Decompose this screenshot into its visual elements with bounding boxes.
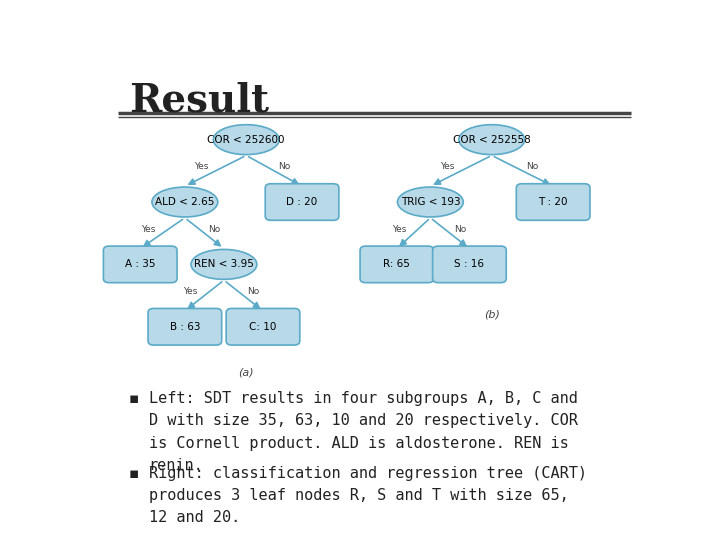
FancyBboxPatch shape (148, 308, 222, 345)
Text: ▪: ▪ (129, 466, 140, 481)
Text: TRIG < 193: TRIG < 193 (400, 197, 460, 207)
Ellipse shape (397, 187, 463, 217)
Text: No: No (248, 287, 260, 296)
FancyBboxPatch shape (226, 308, 300, 345)
Text: Result: Result (129, 82, 269, 119)
Text: No: No (278, 162, 290, 171)
Text: (b): (b) (484, 309, 500, 319)
Text: No: No (454, 225, 466, 233)
Text: A : 35: A : 35 (125, 259, 156, 269)
FancyBboxPatch shape (433, 246, 506, 282)
FancyBboxPatch shape (516, 184, 590, 220)
Ellipse shape (213, 125, 279, 154)
Text: No: No (526, 162, 539, 171)
FancyBboxPatch shape (360, 246, 433, 282)
Text: Right: classification and regression tree (CART)
produces 3 leaf nodes R, S and : Right: classification and regression tre… (148, 466, 587, 525)
Text: COR < 252600: COR < 252600 (207, 134, 285, 145)
Text: S : 16: S : 16 (454, 259, 485, 269)
FancyBboxPatch shape (265, 184, 339, 220)
FancyBboxPatch shape (104, 246, 177, 282)
Text: C: 10: C: 10 (249, 322, 276, 332)
Text: Left: SDT results in four subgroups A, B, C and
D with size 35, 63, 10 and 20 re: Left: SDT results in four subgroups A, B… (148, 391, 577, 473)
Text: REN < 3.95: REN < 3.95 (194, 259, 254, 269)
Text: Yes: Yes (194, 162, 209, 171)
Text: COR < 252558: COR < 252558 (453, 134, 531, 145)
Text: ▪: ▪ (129, 391, 140, 406)
Text: Yes: Yes (141, 225, 156, 233)
Text: D : 20: D : 20 (287, 197, 318, 207)
Text: Yes: Yes (440, 162, 454, 171)
Ellipse shape (191, 249, 257, 279)
Ellipse shape (459, 125, 525, 154)
Ellipse shape (152, 187, 217, 217)
Text: R: 65: R: 65 (384, 259, 410, 269)
Text: Yes: Yes (392, 225, 407, 233)
Text: T : 20: T : 20 (539, 197, 568, 207)
Text: Yes: Yes (184, 287, 197, 296)
Text: (a): (a) (238, 368, 254, 377)
Text: No: No (208, 225, 220, 233)
Text: B : 63: B : 63 (170, 322, 200, 332)
Text: ALD < 2.65: ALD < 2.65 (156, 197, 215, 207)
